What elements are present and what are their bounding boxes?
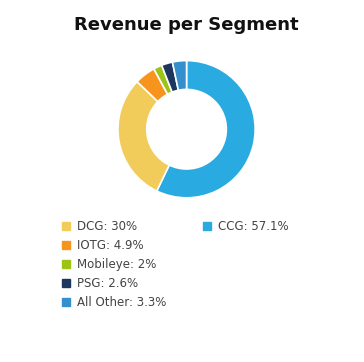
Wedge shape: [118, 82, 169, 191]
Wedge shape: [173, 60, 186, 90]
Wedge shape: [137, 69, 167, 102]
Title: Revenue per Segment: Revenue per Segment: [74, 16, 299, 34]
Wedge shape: [154, 65, 172, 94]
Wedge shape: [157, 60, 255, 198]
Wedge shape: [162, 62, 178, 92]
Legend: CCG: 57.1%: CCG: 57.1%: [198, 215, 293, 238]
